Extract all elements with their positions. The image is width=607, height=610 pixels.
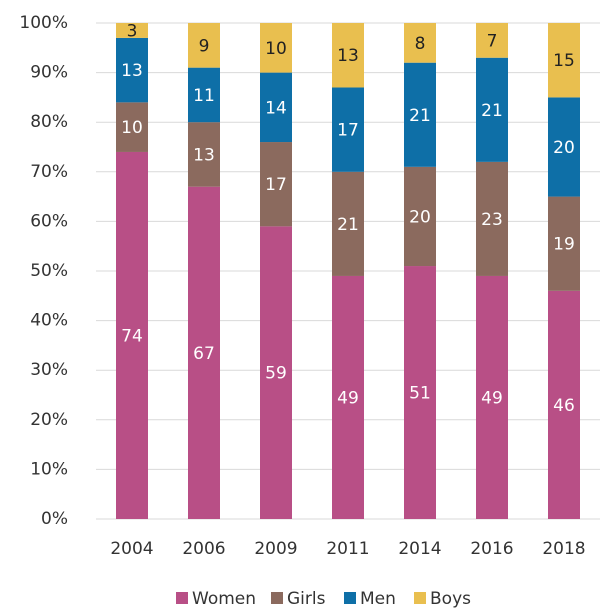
- bar-segment: [404, 266, 436, 519]
- data-label: 46: [553, 396, 575, 416]
- bar-segment: [404, 166, 436, 267]
- bar-segment: [476, 161, 508, 276]
- bar-segment: [404, 62, 436, 167]
- bar-segment: [548, 196, 580, 291]
- bar-segment: [332, 275, 364, 519]
- bar-segment: [260, 226, 292, 520]
- x-tick-label: 2009: [254, 539, 297, 559]
- x-tick-label: 2018: [542, 539, 585, 559]
- legend-label: Boys: [430, 589, 471, 609]
- y-tick-label: 60%: [30, 211, 68, 231]
- bar-segment: [548, 97, 580, 197]
- x-tick-label: 2011: [326, 539, 369, 559]
- legend-label: Girls: [287, 589, 326, 609]
- legend-label: Men: [360, 589, 396, 609]
- bar-segment: [332, 87, 364, 172]
- y-tick-label: 100%: [19, 13, 68, 33]
- data-label: 15: [553, 51, 575, 71]
- data-label: 10: [121, 118, 143, 138]
- legend-label: Women: [192, 589, 256, 609]
- y-tick-label: 0%: [41, 509, 68, 529]
- data-label: 74: [121, 326, 143, 346]
- bar-segment: [260, 72, 292, 143]
- bar-segment: [116, 23, 148, 38]
- y-tick-label: 10%: [30, 459, 68, 479]
- data-label: 49: [337, 388, 359, 408]
- data-label: 19: [553, 235, 575, 255]
- bar-segment: [116, 37, 148, 103]
- data-label: 7: [487, 31, 498, 51]
- legend-swatch: [176, 592, 188, 604]
- bar-segment: [332, 171, 364, 276]
- data-label: 23: [481, 210, 503, 230]
- bar-segment: [116, 151, 148, 519]
- bar-segment: [116, 102, 148, 152]
- bar-segment: [404, 23, 436, 63]
- x-tick-label: 2014: [398, 539, 441, 559]
- bar-segment: [332, 23, 364, 88]
- bar-segment: [188, 23, 220, 68]
- data-label: 17: [337, 121, 359, 141]
- legend-swatch: [271, 592, 283, 604]
- data-label: 11: [193, 86, 215, 106]
- data-label: 20: [553, 138, 575, 158]
- data-label: 13: [337, 46, 359, 66]
- y-tick-label: 90%: [30, 63, 68, 83]
- x-tick-label: 2004: [110, 539, 153, 559]
- data-label: 21: [409, 106, 431, 126]
- bar-segment: [188, 67, 220, 123]
- bar-segment: [476, 275, 508, 519]
- bar-segment: [548, 23, 580, 98]
- data-label: 8: [415, 34, 426, 54]
- y-tick-label: 20%: [30, 410, 68, 430]
- bar-segment: [260, 23, 292, 73]
- data-label: 21: [481, 101, 503, 121]
- y-tick-label: 40%: [30, 311, 68, 331]
- data-label: 9: [199, 36, 210, 56]
- data-label: 20: [409, 207, 431, 227]
- legend-swatch: [414, 592, 426, 604]
- y-tick-label: 80%: [30, 112, 68, 132]
- data-label: 59: [265, 364, 287, 384]
- bar-segment: [260, 142, 292, 227]
- data-label: 49: [481, 388, 503, 408]
- y-tick-label: 70%: [30, 162, 68, 182]
- data-label: 10: [265, 39, 287, 59]
- x-tick-label: 2006: [182, 539, 225, 559]
- bar-segment: [476, 57, 508, 162]
- data-label: 17: [265, 175, 287, 195]
- data-label: 3: [127, 21, 138, 41]
- y-tick-label: 50%: [30, 261, 68, 281]
- data-label: 13: [193, 145, 215, 165]
- data-label: 51: [409, 384, 431, 404]
- data-label: 14: [265, 98, 287, 118]
- legend-swatch: [344, 592, 356, 604]
- data-label: 13: [121, 61, 143, 81]
- bar-segment: [188, 122, 220, 187]
- bar-segment: [476, 23, 508, 58]
- y-tick-label: 30%: [30, 360, 68, 380]
- data-label: 21: [337, 215, 359, 235]
- bar-segment: [548, 290, 580, 519]
- bar-segment: [188, 186, 220, 519]
- x-tick-label: 2016: [470, 539, 513, 559]
- data-label: 67: [193, 344, 215, 364]
